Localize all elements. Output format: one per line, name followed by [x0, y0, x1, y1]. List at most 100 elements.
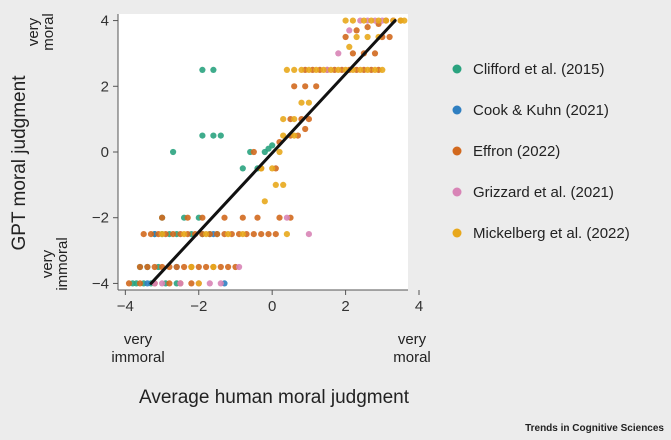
y-high-end-label-line-2: moral — [40, 13, 57, 51]
data-point — [217, 263, 224, 271]
legend-item: Mickelberg et al. (2022) — [452, 225, 630, 242]
legend-item: Cook & Kuhn (2021) — [452, 102, 609, 119]
data-point — [305, 231, 312, 238]
y-high-end-label-line-1: very — [25, 17, 42, 46]
data-point — [371, 66, 379, 73]
data-point — [305, 99, 312, 106]
data-point — [159, 231, 166, 238]
data-point — [327, 66, 334, 73]
data-point — [210, 66, 217, 73]
data-point — [401, 17, 408, 24]
y-ticks: −4 −2 0 2 4 — [92, 13, 118, 292]
y-tick-label: −2 — [92, 210, 109, 227]
data-point — [364, 24, 371, 31]
data-point — [335, 66, 342, 73]
data-point — [181, 231, 188, 238]
series-4 — [159, 17, 408, 287]
data-point — [269, 142, 276, 149]
data-point — [272, 181, 279, 188]
x-tick-label: 2 — [341, 298, 349, 315]
fit-line — [149, 19, 397, 285]
data-point — [210, 132, 217, 139]
data-point — [125, 280, 133, 287]
data-point — [364, 66, 371, 73]
x-tick-label: −2 — [190, 298, 207, 315]
data-point — [217, 132, 224, 139]
data-point — [203, 231, 210, 238]
data-point — [342, 33, 349, 41]
data-point — [199, 132, 206, 139]
y-tick-label: 2 — [101, 78, 109, 95]
data-point — [342, 17, 349, 24]
y-tick-label: 0 — [101, 144, 109, 161]
data-point — [225, 231, 232, 238]
data-point — [298, 66, 305, 73]
data-point — [170, 148, 177, 156]
data-point — [371, 50, 379, 57]
x-tick-label: −4 — [117, 298, 134, 315]
data-point — [203, 263, 210, 271]
data-point — [283, 66, 290, 73]
y-tick-label: −4 — [92, 275, 109, 292]
data-point — [382, 17, 390, 24]
data-point — [214, 231, 221, 238]
data-point — [368, 17, 375, 24]
x-tick-label: 0 — [268, 298, 276, 315]
data-point — [159, 280, 166, 287]
data-point — [280, 181, 287, 188]
data-point — [144, 280, 151, 287]
data-point — [379, 66, 386, 73]
legend-marker — [452, 64, 462, 74]
data-point — [195, 263, 202, 271]
data-point — [305, 116, 312, 123]
data-point — [166, 280, 173, 287]
legend-item: Grizzard et al. (2021) — [452, 184, 614, 201]
data-point — [221, 214, 228, 221]
x-low-end-label-line-1: very — [124, 331, 153, 348]
data-point — [151, 263, 158, 271]
y-axis: −4 −2 0 2 4 — [92, 13, 119, 292]
data-point — [320, 66, 327, 73]
legend-label: Clifford et al. (2015) — [473, 61, 604, 78]
legend-label: Effron (2022) — [473, 143, 560, 160]
data-point — [254, 214, 261, 221]
data-point — [225, 263, 232, 271]
data-point — [291, 116, 298, 123]
data-point — [313, 83, 320, 90]
y-axis-title: GPT moral judgment — [9, 75, 30, 251]
data-point — [283, 231, 290, 238]
legend-marker — [452, 187, 462, 197]
data-point — [250, 148, 257, 156]
legend-label: Cook & Kuhn (2021) — [473, 102, 609, 119]
data-point — [302, 125, 309, 133]
data-point — [272, 231, 279, 238]
legend-label: Mickelberg et al. (2022) — [473, 225, 630, 242]
data-point — [269, 165, 276, 172]
data-point — [280, 116, 287, 123]
data-point — [364, 33, 371, 41]
y-tick-label: 4 — [101, 13, 109, 30]
data-point — [357, 66, 364, 73]
data-point — [177, 280, 184, 287]
legend-label: Grizzard et al. (2021) — [473, 184, 614, 201]
data-point — [184, 214, 191, 221]
data-point — [283, 214, 290, 221]
data-point — [280, 132, 287, 139]
x-high-end-label-line-2: moral — [393, 349, 431, 366]
data-point — [265, 231, 272, 238]
data-point — [239, 214, 246, 221]
data-point — [250, 231, 257, 238]
y-low-end-label-line-1: very — [39, 249, 56, 278]
data-point — [147, 231, 155, 238]
data-point — [261, 198, 268, 205]
data-point — [170, 231, 177, 238]
legend-item: Clifford et al. (2015) — [452, 61, 604, 78]
legend-marker — [452, 105, 462, 115]
x-axis: −4 −2 0 2 4 — [117, 289, 423, 315]
data-point — [258, 231, 265, 238]
data-point — [173, 263, 180, 271]
data-point — [335, 50, 342, 57]
data-point — [353, 27, 360, 34]
data-point — [181, 263, 188, 271]
y-low-end-label-line-2: immoral — [54, 237, 71, 290]
